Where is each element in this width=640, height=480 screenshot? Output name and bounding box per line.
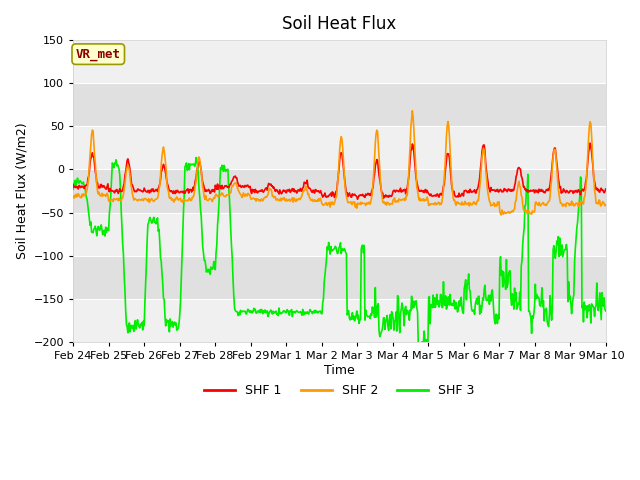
SHF 2 [602,202,609,208]
SHF 3 [417,347,425,352]
SHF 3 [217,165,225,171]
SHF 3 [405,311,413,317]
SHF 2 [408,108,416,114]
Line: SHF 1: SHF 1 [73,143,605,199]
Line: SHF 2: SHF 2 [73,111,605,215]
SHF 2 [79,193,86,199]
SHF 2 [216,192,223,198]
Line: SHF 3: SHF 3 [73,157,605,349]
Bar [73,126,605,169]
Bar [73,83,605,126]
SHF 3 [188,162,195,168]
SHF 3 [134,317,141,323]
SHF 3 [421,339,429,345]
SHF 1 [354,196,362,202]
SHF 1 [188,189,195,195]
SHF 1 [405,175,413,181]
X-axis label: Time: Time [324,364,355,377]
SHF 3 [69,186,77,192]
SHF 1 [216,182,223,188]
Text: VR_met: VR_met [76,48,121,60]
Bar [73,256,605,299]
Y-axis label: Soil Heat Flux (W/m2): Soil Heat Flux (W/m2) [15,123,28,259]
SHF 1 [586,140,594,146]
Bar [73,299,605,342]
Legend: SHF 1, SHF 2, SHF 3: SHF 1, SHF 2, SHF 3 [199,379,479,402]
SHF 1 [134,186,141,192]
SHF 3 [602,308,609,314]
SHF 3 [192,155,200,160]
SHF 2 [69,195,77,201]
Bar [73,40,605,83]
SHF 2 [134,198,141,204]
Bar [73,213,605,256]
SHF 2 [420,198,428,204]
SHF 2 [497,212,505,218]
SHF 2 [188,197,195,203]
SHF 1 [602,186,609,192]
SHF 1 [69,181,77,187]
SHF 1 [79,184,86,190]
SHF 2 [404,183,412,189]
SHF 3 [79,180,86,186]
Bar [73,169,605,213]
SHF 1 [420,190,428,195]
Title: Soil Heat Flux: Soil Heat Flux [282,15,397,33]
